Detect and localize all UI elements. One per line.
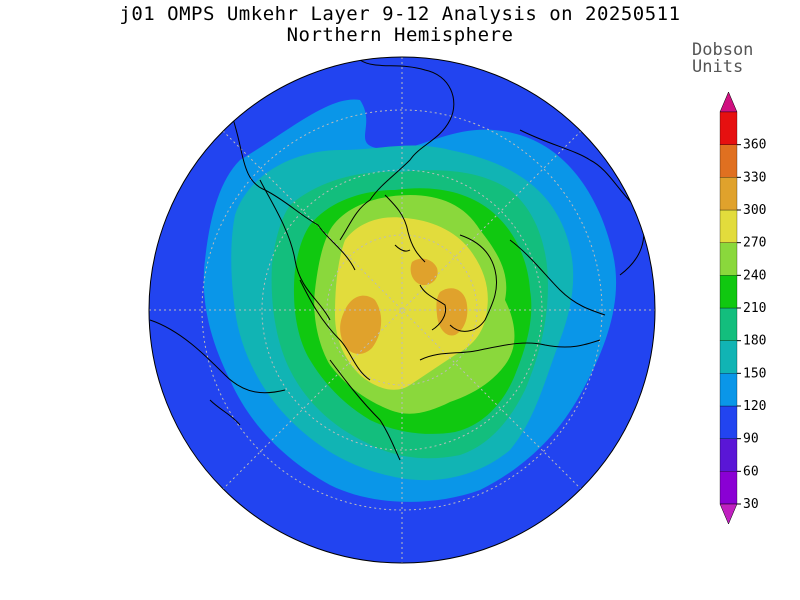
meridian-diag-2 <box>222 130 582 490</box>
colorbar-tick-label: 300 <box>743 203 766 218</box>
latitude-circle-inner <box>326 234 478 386</box>
colorbar-segment <box>719 242 738 276</box>
coastline-japan <box>209 399 241 426</box>
chart-subtitle: Northern Hemisphere <box>286 24 514 46</box>
coastline-hudson <box>509 239 606 316</box>
coastline-arctic-islands <box>419 284 447 331</box>
colorbar-tick-label: 360 <box>743 138 766 153</box>
colorbar-tick-label: 330 <box>743 170 766 185</box>
colorbar: 30 60 90 120 150 180 210 240 270 300 330 360 <box>719 91 766 525</box>
colorbar-tick-label: 30 <box>743 497 759 512</box>
latitude-circle-middle <box>261 169 543 451</box>
latitude-circle-outer <box>201 109 603 511</box>
graticule <box>149 57 655 563</box>
contour-270-300-north <box>410 258 438 286</box>
colorbar-over-triangle <box>719 91 738 113</box>
colorbar-tick-label: 240 <box>743 268 766 283</box>
colorbar-segment <box>719 275 738 309</box>
contour-240-270 <box>335 217 488 390</box>
colorbar-tick-label: 120 <box>743 399 766 414</box>
colorbar-tick-label: 60 <box>743 464 759 479</box>
coastline-scandinavia <box>384 194 426 263</box>
coastline-alaska <box>329 359 401 461</box>
meridian-diag-1 <box>222 130 582 490</box>
coastline-north-america-east <box>519 129 645 276</box>
colorbar-segment <box>719 177 738 211</box>
colorbar-segment <box>719 307 738 341</box>
colorbar-segment <box>719 373 738 407</box>
coastline-asia-north <box>259 179 331 321</box>
colorbar-segment <box>719 438 738 472</box>
colorbar-tick-label: 210 <box>743 301 766 316</box>
colorbar-segment <box>719 340 738 374</box>
colorbar-segment <box>719 471 738 505</box>
coastline-siberia <box>299 279 371 381</box>
colorbar-segment <box>719 144 738 178</box>
colorbar-segment <box>719 209 738 243</box>
coastline-asia-west <box>229 109 356 271</box>
colorbar-unit-line2: Units <box>692 57 744 77</box>
colorbar-under-triangle <box>719 503 738 525</box>
coastline-east-asia <box>149 319 286 394</box>
colorbar-segment <box>719 405 738 439</box>
colorbar-tick-label: 90 <box>743 432 759 447</box>
map-disk-border <box>148 56 656 564</box>
colorbar-tick-label: 270 <box>743 236 766 251</box>
colorbar-segment <box>719 111 738 145</box>
colorbar-tick-label: 150 <box>743 366 766 381</box>
contour-270-300-east <box>436 288 468 336</box>
chart-title: j01 OMPS Umkehr Layer 9-12 Analysis on 2… <box>119 3 681 25</box>
coastline-svalbard <box>394 244 411 252</box>
colorbar-unit-line1: Dobson <box>692 40 754 60</box>
coastline-europe <box>339 59 455 241</box>
coastline-canada <box>419 339 601 361</box>
coastlines <box>149 59 645 461</box>
coastline-greenland <box>449 234 498 332</box>
colorbar-tick-label: 180 <box>743 334 766 349</box>
